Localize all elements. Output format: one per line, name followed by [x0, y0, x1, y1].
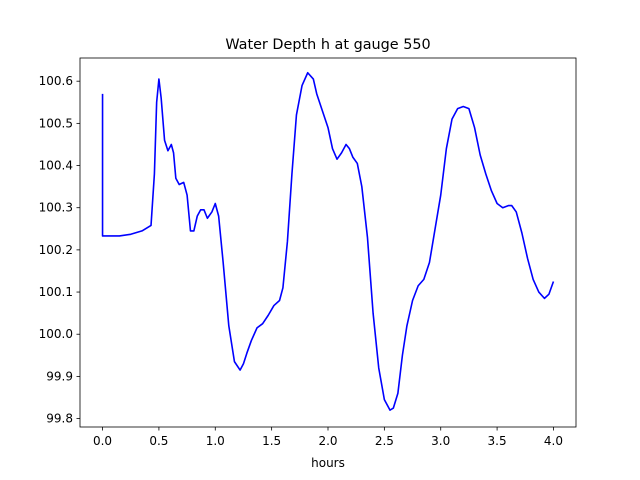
x-tick-label: 0.5	[149, 434, 168, 448]
x-tick-label: 2.0	[318, 434, 337, 448]
y-tick-label: 99.9	[46, 369, 73, 383]
plot-content	[101, 71, 555, 411]
x-tick-label: 3.5	[488, 434, 507, 448]
y-tick-label: 100.6	[39, 74, 73, 88]
x-tick-label: 2.5	[375, 434, 394, 448]
chart-title: Water Depth h at gauge 550	[225, 37, 430, 53]
y-tick-label: 100.1	[39, 285, 73, 299]
x-axis-ticks: 0.0 0.5 1.0 1.5 2.0 2.5 3.0 3.5 4.0	[93, 427, 563, 448]
x-tick-label: 1.0	[206, 434, 225, 448]
y-tick-label: 100.0	[39, 327, 73, 341]
y-tick-label: 100.4	[39, 159, 73, 173]
y-tick-label: 100.5	[39, 116, 73, 130]
x-tick-label: 4.0	[544, 434, 563, 448]
y-tick-label: 100.3	[39, 201, 73, 215]
y-tick-label: 99.8	[46, 412, 73, 426]
x-tick-label: 1.5	[262, 434, 281, 448]
plot-frame	[79, 57, 577, 428]
x-tick-label: 3.0	[431, 434, 450, 448]
y-tick-label: 100.2	[39, 243, 73, 257]
x-axis-label: hours	[311, 456, 345, 470]
y-axis-ticks: 99.8 99.9 100.0 100.1 100.2 100.3 100.4 100.5 10…	[39, 74, 80, 426]
x-tick-label: 0.0	[93, 434, 112, 448]
series-line-0	[101, 71, 555, 411]
